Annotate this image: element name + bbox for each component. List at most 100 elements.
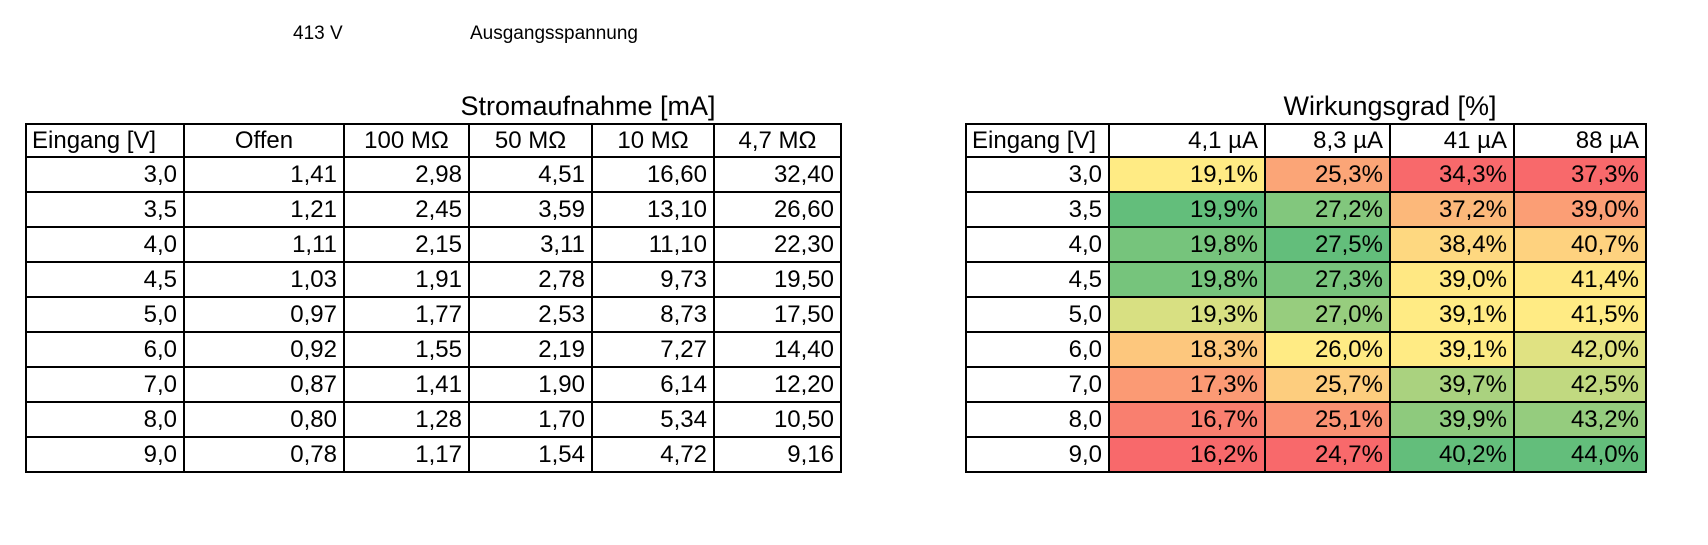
table-row: 3,0 19,1% 25,3% 34,3% 37,3% [965,156,1647,193]
eingang-cell: 3,0 [965,156,1110,193]
column-header: 4,1 µA [1108,123,1266,158]
value-cell: 25,3% [1264,156,1391,193]
table-row: 7,0 0,87 1,41 1,90 6,14 12,20 [25,366,842,403]
header-row: Eingang [V] Offen 100 MΩ 50 MΩ 10 MΩ 4,7 MΩ [25,123,842,158]
value-cell: 4,72 [591,436,715,473]
value-cell: 39,1% [1389,296,1515,333]
value-cell: 12,20 [713,366,842,403]
column-header: 41 µA [1389,123,1515,158]
value-cell: 38,4% [1389,226,1515,263]
value-cell: 19,1% [1108,156,1266,193]
value-cell: 1,55 [343,331,470,368]
eingang-cell: 6,0 [25,331,185,368]
value-cell: 27,2% [1264,191,1391,228]
eingang-cell: 3,5 [25,191,185,228]
value-cell: 27,3% [1264,261,1391,298]
stromaufnahme-table: Eingang [V] Offen 100 MΩ 50 MΩ 10 MΩ 4,7 MΩ 3,… [25,123,842,473]
value-cell: 2,78 [468,261,593,298]
eingang-cell: 9,0 [25,436,185,473]
value-cell: 9,16 [713,436,842,473]
column-header: 4,7 MΩ [713,123,842,158]
value-cell: 19,8% [1108,261,1266,298]
eingang-cell: 8,0 [25,401,185,438]
value-cell: 16,2% [1108,436,1266,473]
eingang-cell: 4,5 [25,261,185,298]
table-row: 5,0 19,3% 27,0% 39,1% 41,5% [965,296,1647,333]
value-cell: 19,50 [713,261,842,298]
value-cell: 42,0% [1513,331,1647,368]
value-cell: 1,11 [183,226,345,263]
value-cell: 19,3% [1108,296,1266,333]
stromaufnahme-title: Stromaufnahme [mA] [460,91,716,121]
value-cell: 1,21 [183,191,345,228]
table-row: 9,0 16,2% 24,7% 40,2% 44,0% [965,436,1647,473]
value-cell: 17,3% [1108,366,1266,403]
eingang-cell: 7,0 [965,366,1110,403]
value-cell: 9,73 [591,261,715,298]
value-cell: 1,70 [468,401,593,438]
table-row: 6,0 18,3% 26,0% 39,1% 42,0% [965,331,1647,368]
value-cell: 2,98 [343,156,470,193]
value-cell: 8,73 [591,296,715,333]
value-cell: 22,30 [713,226,842,263]
value-cell: 2,53 [468,296,593,333]
eingang-cell: 3,5 [965,191,1110,228]
value-cell: 16,7% [1108,401,1266,438]
value-cell: 1,91 [343,261,470,298]
eingang-cell: 4,5 [965,261,1110,298]
value-cell: 0,87 [183,366,345,403]
value-cell: 3,11 [468,226,593,263]
value-cell: 2,15 [343,226,470,263]
value-cell: 44,0% [1513,436,1647,473]
value-cell: 39,1% [1389,331,1515,368]
value-cell: 0,78 [183,436,345,473]
eingang-cell: 3,0 [25,156,185,193]
value-cell: 2,19 [468,331,593,368]
column-header: 8,3 µA [1264,123,1391,158]
table-row: 6,0 0,92 1,55 2,19 7,27 14,40 [25,331,842,368]
value-cell: 42,5% [1513,366,1647,403]
table-row: 8,0 16,7% 25,1% 39,9% 43,2% [965,401,1647,438]
value-cell: 11,10 [591,226,715,263]
wirkungsgrad-title: Wirkungsgrad [%] [1283,91,1497,121]
value-cell: 43,2% [1513,401,1647,438]
value-cell: 26,60 [713,191,842,228]
value-cell: 37,3% [1513,156,1647,193]
eingang-cell: 7,0 [25,366,185,403]
table-row: 4,5 1,03 1,91 2,78 9,73 19,50 [25,261,842,298]
value-cell: 25,7% [1264,366,1391,403]
column-header: 100 MΩ [343,123,470,158]
value-cell: 14,40 [713,331,842,368]
value-cell: 16,60 [591,156,715,193]
table-row: 4,0 1,11 2,15 3,11 11,10 22,30 [25,226,842,263]
column-header: 50 MΩ [468,123,593,158]
wirkungsgrad-table: Eingang [V] 4,1 µA 8,3 µA 41 µA 88 µA 3,0 19,1… [965,123,1647,473]
value-cell: 1,54 [468,436,593,473]
value-cell: 19,9% [1108,191,1266,228]
eingang-column-header: Eingang [V] [965,123,1110,158]
value-cell: 25,1% [1264,401,1391,438]
table-row: 7,0 17,3% 25,7% 39,7% 42,5% [965,366,1647,403]
value-cell: 39,0% [1389,261,1515,298]
column-header: 88 µA [1513,123,1647,158]
eingang-cell: 5,0 [25,296,185,333]
value-cell: 1,17 [343,436,470,473]
value-cell: 40,7% [1513,226,1647,263]
column-header: 10 MΩ [591,123,715,158]
value-cell: 39,0% [1513,191,1647,228]
table-row: 3,5 1,21 2,45 3,59 13,10 26,60 [25,191,842,228]
value-cell: 39,7% [1389,366,1515,403]
eingang-cell: 5,0 [965,296,1110,333]
value-cell: 41,5% [1513,296,1647,333]
eingang-column-header: Eingang [V] [25,123,185,158]
value-cell: 39,9% [1389,401,1515,438]
eingang-cell: 9,0 [965,436,1110,473]
eingang-cell: 4,0 [965,226,1110,263]
value-cell: 0,92 [183,331,345,368]
value-cell: 41,4% [1513,261,1647,298]
value-cell: 26,0% [1264,331,1391,368]
value-cell: 10,50 [713,401,842,438]
value-cell: 1,41 [343,366,470,403]
table-row: 9,0 0,78 1,17 1,54 4,72 9,16 [25,436,842,473]
value-cell: 1,41 [183,156,345,193]
